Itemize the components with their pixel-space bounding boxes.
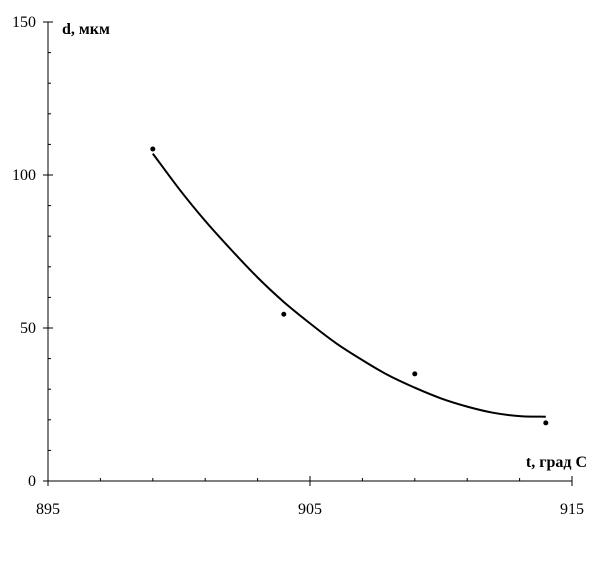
trendline <box>152 152 546 418</box>
data-point <box>543 420 549 426</box>
data-point <box>412 371 418 377</box>
x-tick-label: 905 <box>298 501 322 518</box>
data-point <box>281 311 287 317</box>
ticks <box>43 21 573 486</box>
y-tick-label: 150 <box>12 14 36 31</box>
y-tick-label: 100 <box>12 167 36 184</box>
x-axis-label: t, град С <box>526 454 587 471</box>
y-tick-label: 50 <box>20 320 36 337</box>
x-tick-label: 895 <box>36 501 60 518</box>
y-tick-label: 0 <box>28 473 36 490</box>
x-tick-label: 915 <box>560 501 584 518</box>
data-point <box>150 146 156 152</box>
data-points <box>150 146 549 426</box>
tick-labels: 0 50 100 150 895 905 915 <box>12 14 584 518</box>
y-axis-label: d, мкм <box>62 21 110 38</box>
